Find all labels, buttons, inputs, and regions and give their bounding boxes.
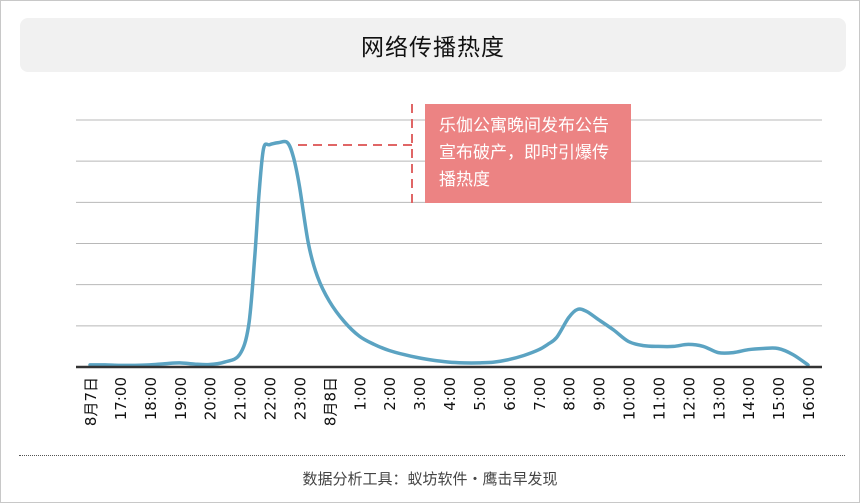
x-tick-label: 2:00 <box>381 377 399 411</box>
x-tick-label: 22:00 <box>262 377 280 420</box>
x-tick-label: 18:00 <box>142 377 160 420</box>
x-tick-label: 21:00 <box>232 377 250 420</box>
x-tick-label: 11:00 <box>650 377 668 420</box>
x-tick-label: 3:00 <box>411 377 429 411</box>
series-line <box>88 139 810 368</box>
x-tick-label: 8月8日 <box>321 377 339 426</box>
x-tick-label: 23:00 <box>291 377 309 420</box>
footer-source: 数据分析工具：蚁坊软件・鹰击早发现 <box>302 470 558 488</box>
x-tick-label: 19:00 <box>172 377 190 420</box>
x-tick-label: 17:00 <box>112 377 130 420</box>
title-bar: 网络传播热度 <box>20 18 846 72</box>
footer-divider <box>19 455 845 456</box>
x-tick-label: 13:00 <box>710 377 728 420</box>
x-tick-label: 9:00 <box>591 377 609 411</box>
x-tick-label: 5:00 <box>471 377 489 411</box>
x-tick-label: 20:00 <box>202 377 220 420</box>
x-tick-label: 6:00 <box>501 377 519 411</box>
x-tick-label: 16:00 <box>800 377 818 420</box>
x-tick-label: 1:00 <box>351 377 369 411</box>
x-tick-label: 8:00 <box>561 377 579 411</box>
x-tick-label: 14:00 <box>740 377 758 420</box>
x-tick-label: 15:00 <box>770 377 788 420</box>
x-tick-label: 12:00 <box>680 377 698 420</box>
x-tick-label: 8月7日 <box>82 377 100 426</box>
x-tick-label: 4:00 <box>441 377 459 411</box>
chart-title: 网络传播热度 <box>361 35 505 61</box>
annotation-box: 乐伽公寓晚间发布公告宣布破产，即时引爆传播热度 <box>425 104 631 203</box>
x-tick-label: 10:00 <box>621 377 639 420</box>
x-tick-label: 7:00 <box>531 377 549 411</box>
